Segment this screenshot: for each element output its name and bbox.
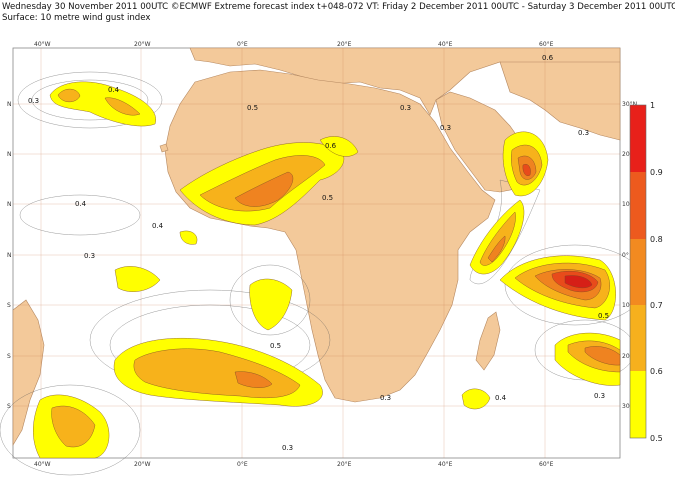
colorbar-swatch-08-09 <box>630 172 646 239</box>
lat-tick: S <box>7 403 11 410</box>
lon-tick: 20°W <box>134 41 151 48</box>
lon-tick: 20°W <box>134 461 151 468</box>
lat-tick: S <box>7 302 11 309</box>
contour-label: 0.3 <box>400 104 411 112</box>
efi-shading <box>33 81 621 459</box>
contour-label: 0.3 <box>440 124 451 132</box>
land-south-america <box>12 299 45 447</box>
colorbar-swatch-05-06 <box>630 371 646 438</box>
contour-label: 0.6 <box>542 54 554 62</box>
lat-tick: N <box>7 252 12 259</box>
colorbar-label: 0.6 <box>650 367 663 376</box>
land-layer <box>12 47 621 447</box>
contour-label: 0.4 <box>108 86 120 94</box>
colorbar-label: 0.5 <box>650 434 663 443</box>
colorbar-swatch-06-07 <box>630 305 646 371</box>
lat-tick: 30 <box>622 403 630 410</box>
efi-area-gulf-of-guinea <box>249 278 293 331</box>
contour-label: 0.3 <box>282 444 293 452</box>
lon-tick: 40°E <box>438 41 453 48</box>
colorbar-swatch-09-10 <box>630 105 646 172</box>
lon-tick: 40°W <box>34 41 51 48</box>
lon-tick: 60°E <box>539 41 554 48</box>
lat-ticks-right: 30°N 20 10 0° 10 20 30 <box>622 101 637 410</box>
land-madagascar <box>475 311 501 371</box>
header-title: Wednesday 30 November 2011 00UTC ©ECMWF … <box>2 2 675 12</box>
efi-area-madagascar <box>461 388 491 410</box>
lat-tick: 20 <box>622 151 630 158</box>
map-header: Wednesday 30 November 2011 00UTC ©ECMWF … <box>2 2 675 24</box>
lat-tick: 10 <box>622 302 630 309</box>
contour-label: 0.4 <box>495 394 507 402</box>
lon-tick: 40°E <box>438 461 453 468</box>
colorbar-label: 0.8 <box>650 235 663 244</box>
contour-label: 0.3 <box>28 97 39 105</box>
contour-label: 0.5 <box>247 104 258 112</box>
contour-label: 0.4 <box>75 200 87 208</box>
contour-label: 0.3 <box>380 394 391 402</box>
contour-label: 0.3 <box>84 252 95 260</box>
colorbar-swatch-07-08 <box>630 239 646 305</box>
colorbar: 1 0.9 0.8 0.7 0.6 0.5 <box>629 101 663 443</box>
lat-tick: 10 <box>622 201 630 208</box>
lat-tick: 0° <box>622 252 629 259</box>
contour-label: 0.4 <box>152 222 164 230</box>
lat-tick: 20 <box>622 353 630 360</box>
lat-tick: N <box>7 151 12 158</box>
colorbar-border <box>629 104 647 439</box>
lon-tick: 60°E <box>539 461 554 468</box>
lon-ticks-bottom: 40°W 20°W 0°E 20°E 40°E 60°E <box>34 461 554 468</box>
contour-label: 0.5 <box>322 194 333 202</box>
lat-ticks-left: N N N N S S S <box>7 101 12 410</box>
contour-label: 0.3 <box>594 392 605 400</box>
lon-tick: 0°E <box>237 461 248 468</box>
lat-tick: N <box>7 101 12 108</box>
header-subtitle: Surface: 10 metre wind gust index <box>2 13 151 23</box>
contour-label: 0.5 <box>270 342 281 350</box>
land-canaries <box>159 143 169 153</box>
lon-tick: 40°W <box>34 461 51 468</box>
colorbar-label: 0.9 <box>650 168 663 177</box>
colorbar-label: 0.7 <box>650 301 663 310</box>
colorbar-label: 1 <box>650 101 655 110</box>
contour-label: 0.5 <box>598 312 609 320</box>
contour-label-layer: 0.3 0.4 0.5 0.6 0.3 0.4 0.3 0.5 0.3 0.3 … <box>28 54 609 452</box>
lon-tick: 20°E <box>337 41 352 48</box>
lon-tick: 20°E <box>337 461 352 468</box>
lat-tick: N <box>7 201 12 208</box>
lon-tick: 0°E <box>237 41 248 48</box>
contour-label: 0.3 <box>578 129 589 137</box>
map-panel: 0.3 0.4 0.5 0.6 0.3 0.4 0.3 0.5 0.3 0.3 … <box>0 41 646 476</box>
lat-tick: S <box>7 353 11 360</box>
land-africa <box>164 69 496 403</box>
contour-label: 0.6 <box>325 142 337 150</box>
lat-tick: 30°N <box>622 101 637 108</box>
land-iran <box>499 61 621 141</box>
lon-ticks-top: 40°W 20°W 0°E 20°E 40°E 60°E <box>34 41 554 48</box>
